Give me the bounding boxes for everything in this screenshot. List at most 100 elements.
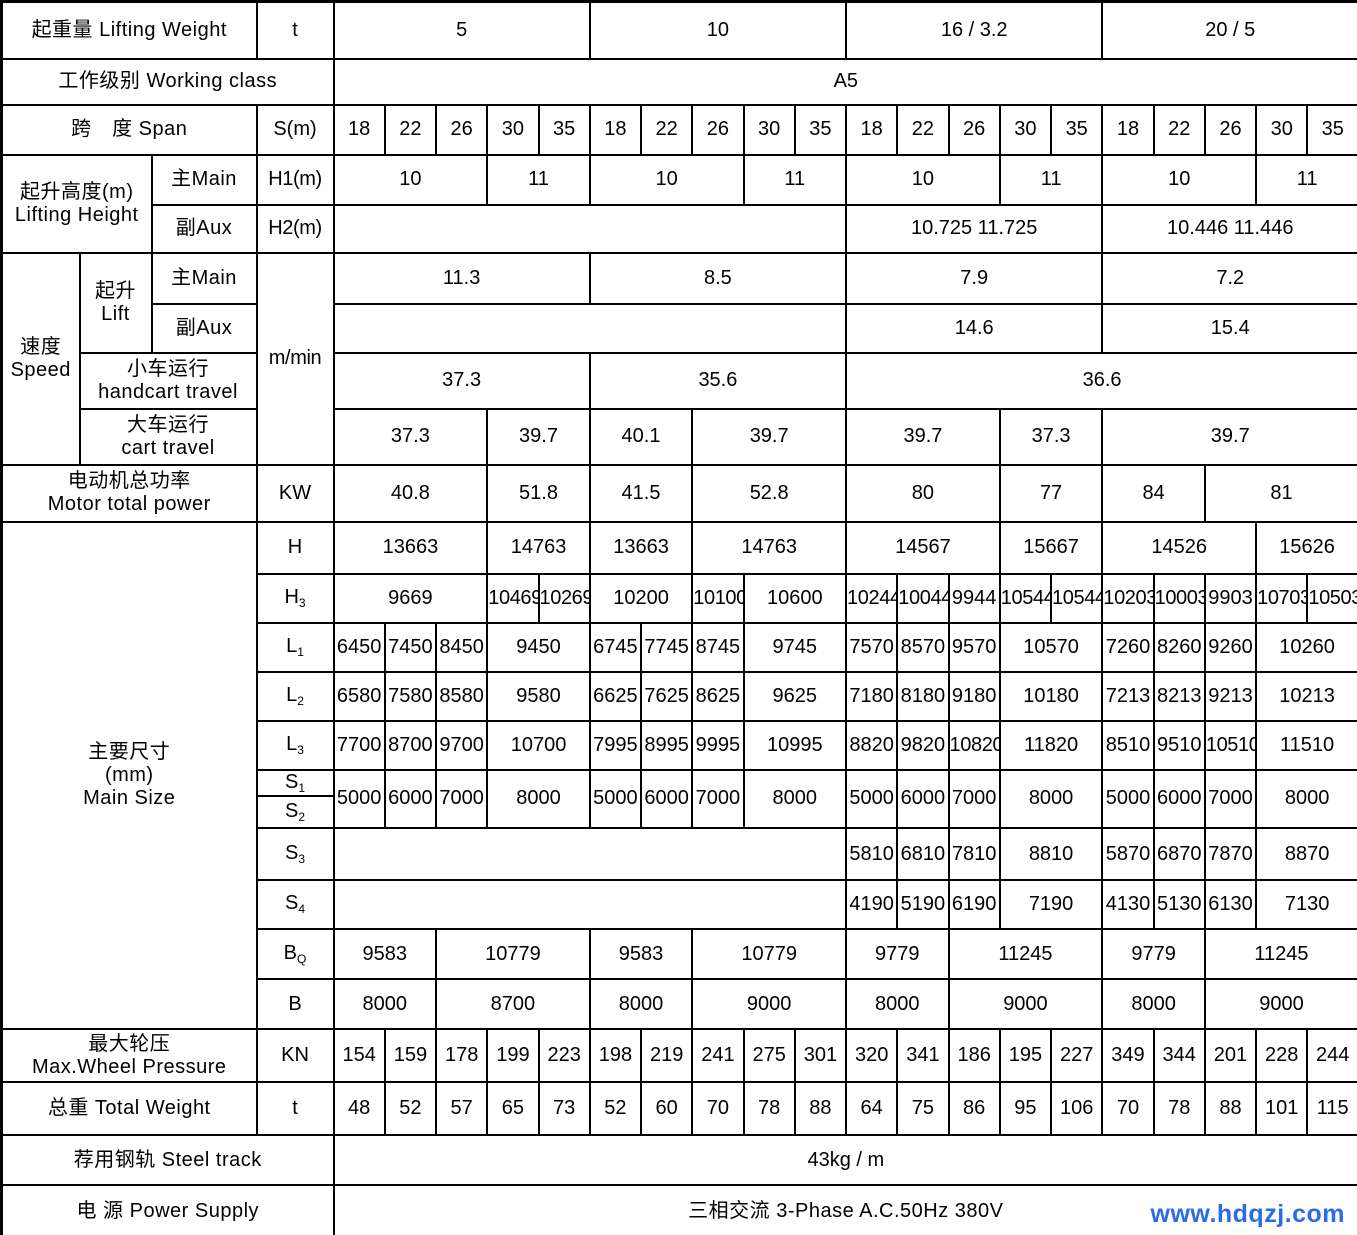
table-cell: 22 [1152, 103, 1206, 156]
row-dim-l3: L3 7700 8700 9700 10700 7995 8995 9995 10995 8820… [2, 719, 1357, 771]
table-cell: 9995 [691, 719, 745, 771]
table-cell: 10203 [1101, 572, 1155, 624]
row-dim-b: B 8000 8700 8000 9000 8000 9000 8000 9000 [2, 978, 1357, 1031]
row-lifting-height-main: 起升高度(m) Lifting Height 主Main H1(m) 10 11 10 11… [0, 153, 1357, 254]
table-cell: 9583 [588, 928, 694, 981]
table-cell: 7000 [691, 768, 745, 830]
table-cell: 10 [845, 153, 1001, 206]
table-cell: 10244 [845, 572, 899, 624]
label-handcart-travel: 小车运行 handcart travel [78, 351, 258, 410]
table-cell: 37.3 [332, 407, 489, 466]
table-cell: 37.3 [332, 351, 591, 410]
table-cell: 4130 [1101, 879, 1155, 931]
table-cell: 35 [537, 103, 591, 156]
table-cell: 8000 [588, 978, 694, 1031]
table-cell: 7.2 [1101, 251, 1357, 305]
watermark-link[interactable]: www.hdqzj.com [1150, 1200, 1345, 1228]
table-cell: 11245 [1203, 928, 1357, 981]
table-cell: 5190 [896, 879, 950, 931]
table-cell: 15626 [1255, 520, 1357, 575]
table-cell: 349 [1101, 1028, 1155, 1084]
table-cell: 154 [332, 1028, 386, 1084]
table-cell: 11.3 [332, 251, 591, 305]
table-cell: 30 [742, 103, 796, 156]
table-cell: 8995 [640, 719, 694, 771]
table-cell: 7745 [640, 621, 694, 673]
table-cell: 241 [691, 1028, 745, 1084]
table-cell: 6870 [1152, 827, 1206, 882]
table-cell: 7870 [1203, 827, 1258, 882]
table-cell: 14567 [845, 520, 1001, 575]
table-cell: 9000 [947, 978, 1104, 1031]
table-cell: 51.8 [486, 463, 591, 523]
label-cart-travel: 大车运行 cart travel [78, 407, 258, 466]
table-cell: 201 [1203, 1028, 1258, 1084]
table-cell: 10 [588, 153, 745, 206]
table-cell: 22 [383, 103, 438, 156]
table-cell: 86 [947, 1081, 1001, 1137]
table-cell: 26 [691, 103, 745, 156]
empty-cell [332, 203, 848, 254]
table-cell: 43kg / m [332, 1134, 1357, 1187]
table-cell: 22 [640, 103, 694, 156]
table-cell: 5 [332, 0, 591, 60]
label-main-size: 主要尺寸 (mm) Main Size [0, 520, 258, 1031]
unit-motor-power: KW [255, 463, 335, 523]
table-cell: 9779 [845, 928, 950, 981]
table-cell: 8510 [1101, 719, 1155, 771]
table-cell: 35 [793, 103, 848, 156]
table-cell: 4190 [845, 879, 899, 931]
unit-span: S(m) [255, 103, 335, 156]
table-cell: 10779 [435, 928, 591, 981]
table-cell: 6625 [588, 670, 643, 722]
table-cell: 320 [845, 1028, 899, 1084]
row-speed-lift-aux: 副Aux 14.6 15.4 [2, 302, 1357, 354]
table-cell: 35 [1050, 103, 1104, 156]
table-cell: 48 [332, 1081, 386, 1137]
table-cell: 77 [998, 463, 1104, 523]
table-cell: 10570 [998, 621, 1104, 673]
table-cell: 64 [845, 1081, 899, 1137]
label-lifting-height: 起升高度(m) Lifting Height [0, 153, 153, 254]
table-cell: 8700 [435, 978, 591, 1031]
table-cell: 7130 [1255, 879, 1357, 931]
table-cell: 7625 [640, 670, 694, 722]
table-cell: 8000 [845, 978, 950, 1031]
table-cell: 三相交流 3-Phase A.C.50Hz 380V [332, 1184, 1357, 1235]
label-steel-track: 荐用钢轨 Steel track [0, 1134, 335, 1187]
row-motor-power: 电动机总功率 Motor total power KW 40.8 51.8 41.5 52… [0, 463, 1357, 523]
label-dim-bq: BQ [255, 928, 335, 981]
table-cell: 8213 [1152, 670, 1206, 722]
table-cell: 52 [588, 1081, 643, 1137]
table-cell: 10600 [742, 572, 848, 624]
table-cell: 8810 [998, 827, 1104, 882]
table-cell: 18 [588, 103, 643, 156]
table-cell: 7450 [383, 621, 438, 673]
label-aux: 副Aux [150, 203, 258, 254]
table-cell: 8000 [1255, 768, 1357, 830]
table-cell: 6810 [896, 827, 950, 882]
table-cell: 60 [640, 1081, 694, 1137]
label-lift: 起升 Lift [78, 251, 153, 354]
table-cell: 10213 [1255, 670, 1357, 722]
table-cell: 219 [640, 1028, 694, 1084]
table-cell: 18 [1101, 103, 1155, 156]
label-span: 跨 度 Span [0, 103, 258, 156]
table-cell: 26 [1203, 103, 1258, 156]
table-cell: 9745 [742, 621, 848, 673]
table-cell: 10 [1101, 153, 1258, 206]
unit-h2: H2(m) [255, 203, 335, 254]
table-cell: 7000 [947, 768, 1001, 830]
row-span: 跨 度 Span S(m) 18 22 26 30 35 18 22 26 30 35 18 22 26 30… [0, 103, 1357, 156]
table-cell: 10100 [691, 572, 745, 624]
table-cell: 10044 [896, 572, 950, 624]
table-cell: 10 [588, 0, 848, 60]
table-cell: 8180 [896, 670, 950, 722]
row-power-supply: 电 源 Power Supply 三相交流 3-Phase A.C.50Hz 38… [0, 1184, 1357, 1235]
table-cell: 6000 [896, 768, 950, 830]
table-cell: 7995 [588, 719, 643, 771]
unit-total-weight: t [255, 1081, 335, 1137]
label-dim-s1: S1 [255, 768, 335, 798]
